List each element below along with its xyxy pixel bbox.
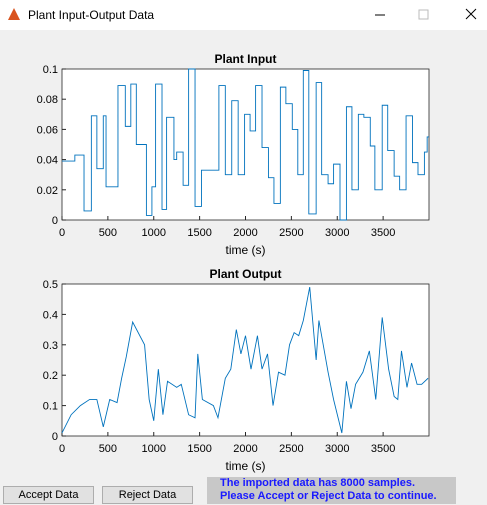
window-canvas: Plant Input-Output Data Plant Input time … — [0, 0, 487, 473]
close-button[interactable] — [465, 8, 477, 20]
maximize-button[interactable] — [418, 9, 429, 20]
y-tick-label: 0.1 — [43, 64, 58, 76]
x-tick-label: 500 — [99, 227, 117, 239]
x-tick-label: 2500 — [279, 227, 303, 239]
y-tick-label: 0.02 — [37, 185, 58, 197]
y-tick-label: 0.1 — [43, 401, 58, 413]
y-tick-label: 0.3 — [43, 340, 58, 352]
y-tick-label: 0.2 — [43, 370, 58, 382]
y-tick-label: 0 — [52, 431, 58, 443]
status-message: The imported data has 8000 samples. Plea… — [207, 477, 456, 504]
title-bar — [0, 0, 487, 30]
accept-button[interactable]: Accept Data — [3, 486, 94, 504]
x-tick-label: 2000 — [233, 227, 257, 239]
reject-button[interactable]: Reject Data — [102, 486, 193, 504]
message-line: Please Accept or Reject Data to continue… — [220, 490, 437, 502]
y-tick-label: 0.04 — [37, 155, 58, 167]
y-tick-label: 0.08 — [37, 94, 58, 106]
x-tick-label: 1000 — [142, 227, 166, 239]
x-tick-label: 3000 — [325, 443, 349, 455]
plot-area — [61, 283, 430, 437]
x-tick-label: 500 — [99, 443, 117, 455]
x-axis-label: time (s) — [226, 243, 266, 257]
x-tick-label: 1000 — [142, 443, 166, 455]
x-tick-label: 0 — [59, 443, 65, 455]
stairs-line — [62, 68, 429, 221]
y-tick-label: 0.5 — [43, 279, 58, 291]
x-tick-label: 1500 — [187, 443, 211, 455]
chart-title: Plant Input — [215, 52, 277, 66]
x-tick-label: 1500 — [187, 227, 211, 239]
x-tick-label: 0 — [59, 227, 65, 239]
chart-title: Plant Output — [210, 267, 282, 281]
y-tick-label: 0.06 — [37, 124, 58, 136]
y-tick-label: 0 — [52, 215, 58, 227]
plot-area — [61, 68, 430, 221]
app-icon — [8, 8, 20, 20]
message-line: The imported data has 8000 samples. — [220, 477, 416, 489]
window-title: Plant Input-Output Data — [28, 8, 154, 22]
x-tick-label: 3500 — [371, 443, 395, 455]
data-line — [61, 286, 429, 434]
x-tick-label: 2000 — [233, 443, 257, 455]
x-tick-label: 2500 — [279, 443, 303, 455]
x-axis-label: time (s) — [226, 459, 266, 473]
x-tick-label: 3000 — [325, 227, 349, 239]
y-tick-label: 0.4 — [43, 309, 58, 321]
x-tick-label: 3500 — [371, 227, 395, 239]
